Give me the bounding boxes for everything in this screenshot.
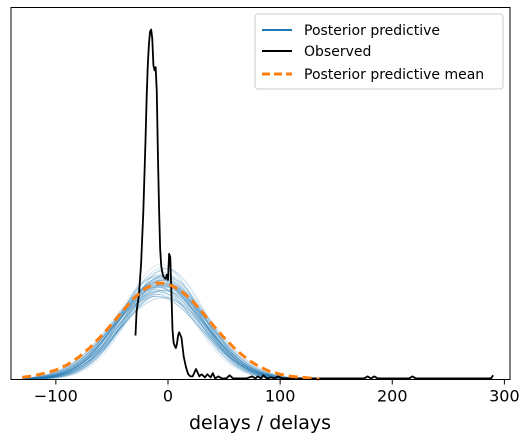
posterior-predictive-draw-line <box>22 289 325 380</box>
posterior-predictive-draw-line <box>22 289 325 380</box>
posterior-predictive-draw-line <box>22 289 325 380</box>
posterior-predictive-draw-line <box>22 293 325 380</box>
posterior-predictive-draw-line <box>22 285 325 380</box>
legend-label-posterior-predictive-mean: Posterior predictive mean <box>304 67 484 83</box>
observed-line <box>134 28 494 380</box>
posterior-predictive-draw-line <box>22 296 325 380</box>
posterior-predictive-draw-line <box>22 291 325 380</box>
x-tick-label: −100 <box>34 387 78 406</box>
posterior-predictive-draw-line <box>22 296 325 380</box>
posterior-predictive-mean-series <box>22 281 320 381</box>
x-axis: −100 0 100 200 300 <box>34 379 520 406</box>
posterior-predictive-draw-line <box>22 286 325 380</box>
posterior-predictive-draw-line <box>22 277 325 380</box>
posterior-predictive-draw-line <box>22 295 325 380</box>
posterior-predictive-mean-line <box>22 281 320 381</box>
x-axis-label: delays / delays <box>189 412 331 434</box>
x-tick-label: 200 <box>377 387 408 406</box>
legend-label-posterior-predictive: Posterior predictive <box>304 23 440 39</box>
posterior-predictive-draw-line <box>22 284 325 380</box>
posterior-predictive-draw-line <box>22 293 325 380</box>
observed-series <box>134 28 494 380</box>
posterior-predictive-draw-line <box>22 279 325 380</box>
legend: Posterior predictive Observed Posterior … <box>254 13 504 90</box>
x-tick-label: 300 <box>489 387 520 406</box>
legend-label-observed: Observed <box>304 44 371 60</box>
plot-frame <box>10 7 511 380</box>
posterior-predictive-draw-line <box>22 296 325 380</box>
posterior-predictive-draw-line <box>22 289 325 380</box>
posterior-predictive-draw-line <box>22 275 325 380</box>
posterior-predictive-draw-line <box>22 280 325 380</box>
posterior-predictive-draw-line <box>22 282 325 380</box>
x-tick-label: 0 <box>163 387 173 406</box>
posterior-predictive-draw-line <box>22 291 325 380</box>
posterior-predictive-draw-line <box>22 293 325 380</box>
legend-box <box>254 13 504 90</box>
posterior-predictive-draw-line <box>22 287 325 380</box>
posterior-predictive-draw-line <box>22 297 325 380</box>
x-tick-label: 100 <box>265 387 296 406</box>
posterior-predictive-draw-line <box>22 279 325 380</box>
posterior-predictive-draw-line <box>22 285 325 380</box>
posterior-predictive-draw-line <box>22 268 325 380</box>
posterior-predictive-draw-line <box>22 285 325 380</box>
